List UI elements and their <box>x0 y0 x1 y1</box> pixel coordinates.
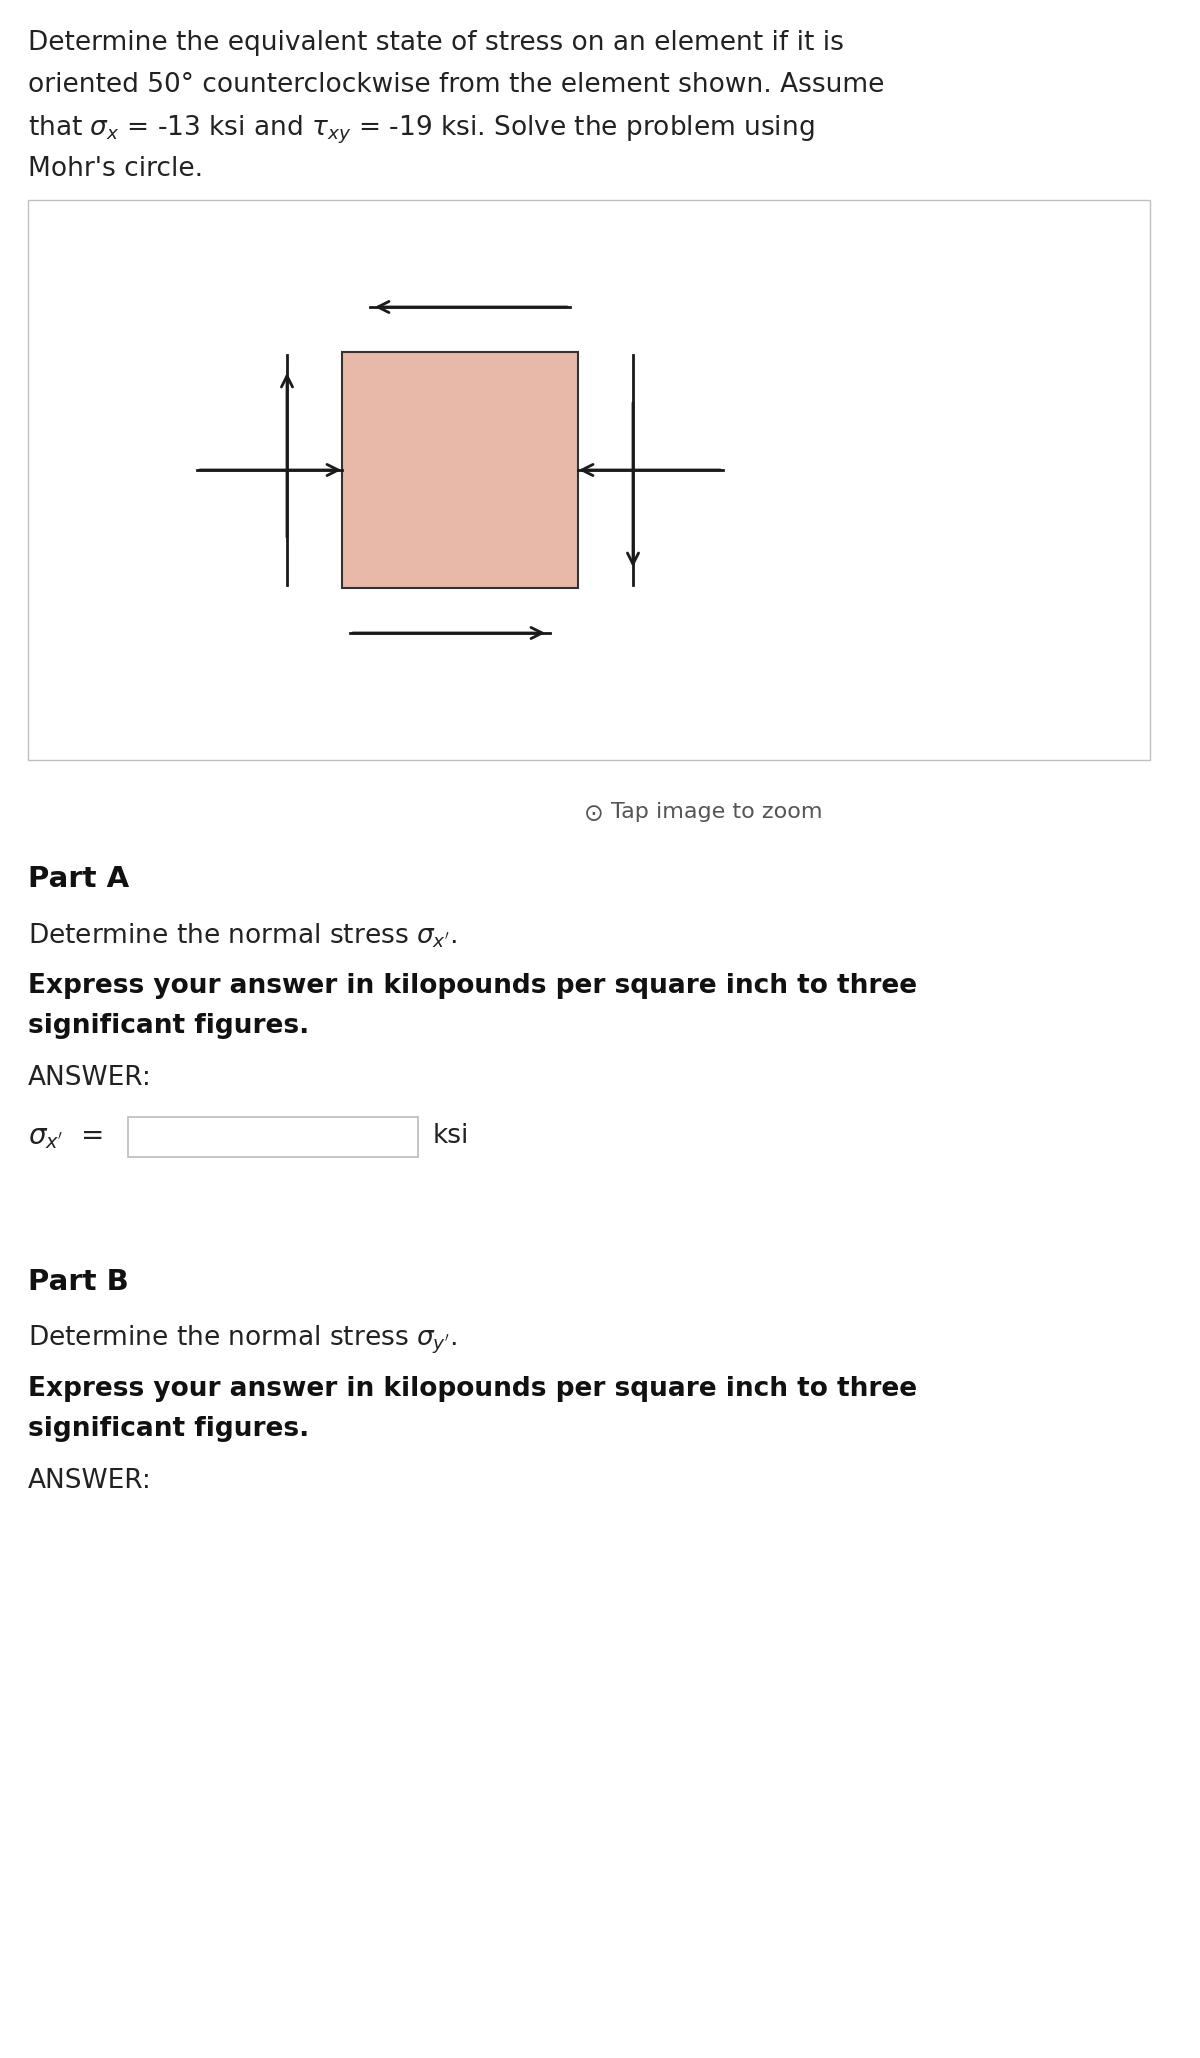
Text: ANSWER:: ANSWER: <box>28 1064 152 1091</box>
Text: ksi: ksi <box>433 1124 469 1148</box>
Text: significant figures.: significant figures. <box>28 1013 310 1039</box>
Text: Part B: Part B <box>28 1268 128 1297</box>
Text: $\sigma_{x'}$  =: $\sigma_{x'}$ = <box>28 1124 103 1150</box>
Text: Determine the normal stress $\sigma_{x'}$.: Determine the normal stress $\sigma_{x'}… <box>28 922 457 949</box>
Text: oriented 50° counterclockwise from the element shown. Assume: oriented 50° counterclockwise from the e… <box>28 72 884 99</box>
Text: significant figures.: significant figures. <box>28 1416 310 1443</box>
Text: Part A: Part A <box>28 864 130 893</box>
Text: that $\sigma_x$ = -13 ksi and $\tau_{xy}$ = -19 ksi. Solve the problem using: that $\sigma_x$ = -13 ksi and $\tau_{xy}… <box>28 113 815 146</box>
Text: Express your answer in kilopounds per square inch to three: Express your answer in kilopounds per sq… <box>28 1377 917 1401</box>
Text: ANSWER:: ANSWER: <box>28 1467 152 1494</box>
Text: Tap image to zoom: Tap image to zoom <box>612 803 823 821</box>
Text: Express your answer in kilopounds per square inch to three: Express your answer in kilopounds per sq… <box>28 973 917 998</box>
Text: Determine the equivalent state of stress on an element if it is: Determine the equivalent state of stress… <box>28 31 844 56</box>
FancyBboxPatch shape <box>28 200 1150 759</box>
Text: Mohr's circle.: Mohr's circle. <box>28 156 203 181</box>
Bar <box>128 1117 418 1157</box>
Text: Determine the normal stress $\sigma_{y'}$.: Determine the normal stress $\sigma_{y'}… <box>28 1323 457 1356</box>
Bar <box>342 352 578 589</box>
Text: ⊙: ⊙ <box>583 803 604 825</box>
